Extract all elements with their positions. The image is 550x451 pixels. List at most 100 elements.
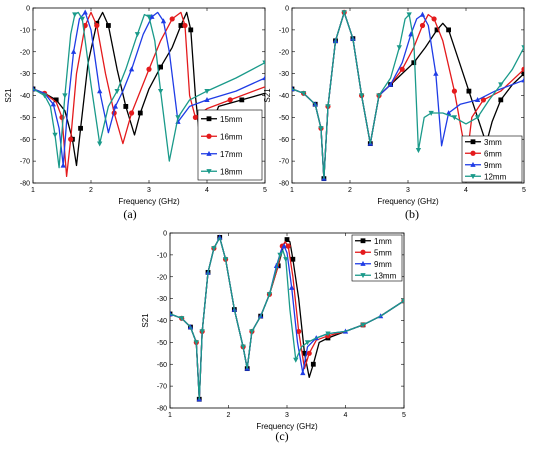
data-point xyxy=(97,88,103,94)
data-point xyxy=(283,257,289,263)
data-point xyxy=(358,93,365,99)
data-point xyxy=(431,16,437,22)
data-point xyxy=(360,322,366,328)
data-point xyxy=(106,23,111,28)
series-12mm xyxy=(292,10,524,180)
data-point xyxy=(521,66,524,72)
data-point xyxy=(158,64,163,70)
x-tick-label: 1 xyxy=(168,412,172,419)
y-tick-label: -40 xyxy=(157,318,167,325)
data-point xyxy=(262,60,265,66)
x-tick-label: 5 xyxy=(402,412,406,419)
legend: 1mm 5mm 9mm 13mm xyxy=(351,234,403,282)
x-tick-label: 2 xyxy=(89,187,93,194)
data-point xyxy=(521,71,524,77)
y-tick-label: -20 xyxy=(157,274,167,281)
y-tick-label: -10 xyxy=(20,27,30,34)
data-point xyxy=(325,331,331,337)
data-point xyxy=(433,70,439,76)
legend-box xyxy=(197,109,263,181)
legend-label: 9mm xyxy=(484,161,502,170)
x-axis-label: Frequency (GHz) xyxy=(256,422,318,431)
legend-box xyxy=(351,234,403,282)
data-point xyxy=(480,97,486,103)
chart-panel-3: 0 -10 -20 -30 -40 -50 -60 -70 -801 2 3 4 5 Frequency … xyxy=(141,231,406,444)
y-tick-label: -70 xyxy=(20,159,30,166)
series-line xyxy=(33,11,265,169)
legend-label: 6mm xyxy=(484,149,502,158)
data-point xyxy=(341,10,347,16)
legend-marker xyxy=(360,249,366,255)
x-tick-label: 5 xyxy=(522,187,526,194)
panel-caption: (c) xyxy=(275,429,288,443)
data-point xyxy=(94,22,100,29)
data-point xyxy=(114,88,120,95)
data-point xyxy=(41,93,48,99)
data-point xyxy=(137,110,143,116)
data-point xyxy=(227,97,233,103)
data-point xyxy=(239,97,245,103)
x-axis-label: Frequency (GHz) xyxy=(118,197,180,206)
legend-marker xyxy=(470,161,476,167)
data-point xyxy=(376,93,382,99)
data-point xyxy=(240,344,246,350)
legend-label: 12mm xyxy=(484,172,507,181)
legend-label: 9mm xyxy=(374,260,392,269)
legend-marker xyxy=(360,260,366,266)
data-point xyxy=(521,77,524,83)
data-point xyxy=(169,16,175,22)
data-point xyxy=(521,45,524,51)
x-tick-label: 1 xyxy=(31,187,35,194)
series-line xyxy=(33,11,265,167)
legend-label: 3mm xyxy=(484,138,502,147)
data-point xyxy=(406,12,412,18)
data-point xyxy=(474,96,481,103)
y-tick-label: -40 xyxy=(20,93,30,100)
data-point xyxy=(266,292,273,298)
data-point xyxy=(284,237,290,242)
x-tick-label: 2 xyxy=(348,187,352,194)
data-point xyxy=(70,48,77,54)
legend-marker xyxy=(360,238,366,244)
legend-label: 13mm xyxy=(374,271,397,280)
y-axis-label: S21 xyxy=(4,88,13,103)
data-point xyxy=(157,88,164,95)
data-point xyxy=(78,125,83,131)
legend-marker xyxy=(206,133,212,139)
data-point xyxy=(97,141,103,147)
x-tick-label: 3 xyxy=(406,187,410,194)
data-point xyxy=(273,262,280,268)
data-point xyxy=(60,162,66,168)
legend-marker xyxy=(206,169,212,175)
series-line xyxy=(292,11,524,180)
x-tick-label: 3 xyxy=(285,412,289,419)
data-point xyxy=(466,88,472,94)
y-axis-label: S21 xyxy=(263,88,272,103)
data-point xyxy=(68,136,74,142)
data-point xyxy=(188,27,194,33)
data-point xyxy=(52,132,58,138)
chart-panel-1: 0 -10 -20 -30 -40 -50 -60 -70 -801 2 3 4 5 Frequency … xyxy=(4,6,267,222)
y-tick-label: -50 xyxy=(157,340,167,347)
data-point xyxy=(134,32,141,38)
data-point xyxy=(306,350,312,356)
y-tick-label: -70 xyxy=(279,159,289,166)
series-17mm xyxy=(33,9,265,168)
data-point xyxy=(262,75,265,81)
data-point xyxy=(178,23,184,28)
x-tick-label: 1 xyxy=(290,187,294,194)
y-tick-label: 0 xyxy=(26,6,30,13)
data-point xyxy=(128,66,135,72)
data-point xyxy=(160,18,167,24)
x-tick-label: 4 xyxy=(464,187,468,194)
panel-caption: (b) xyxy=(405,207,419,221)
y-tick-label: -40 xyxy=(279,93,289,100)
data-point xyxy=(281,243,287,249)
y-tick-label: -20 xyxy=(20,49,30,56)
data-point xyxy=(289,284,295,290)
data-point xyxy=(199,329,205,335)
legend-label: 5mm xyxy=(374,248,392,257)
x-axis-label: Frequency (GHz) xyxy=(377,197,439,206)
data-point xyxy=(179,316,185,322)
data-point xyxy=(193,340,199,346)
